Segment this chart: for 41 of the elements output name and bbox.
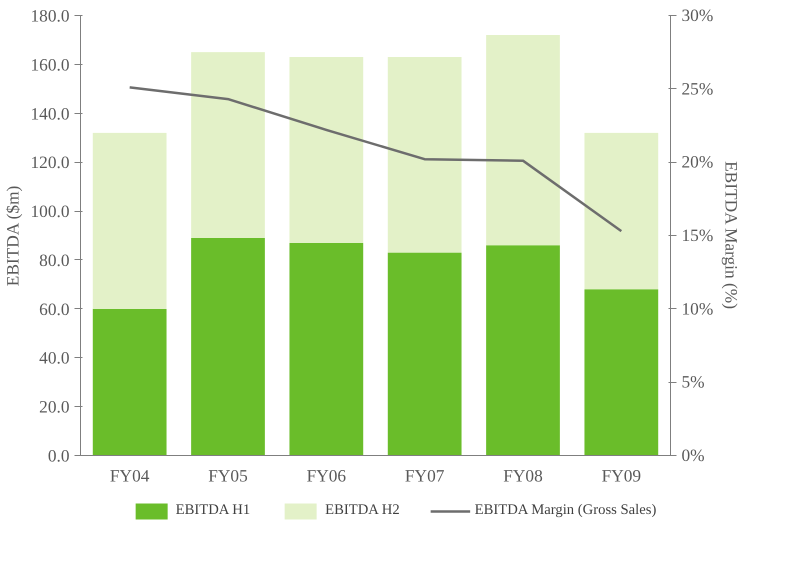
y2-tick-label: 5% — [682, 372, 705, 392]
y-tick-label: 100.0 — [30, 202, 70, 222]
y2-tick-label: 0% — [682, 446, 705, 465]
legend-label: EBITDA H1 — [176, 502, 250, 519]
y-tick-label: 20.0 — [39, 398, 70, 417]
y2-axis-title: EBITDA Margin (%) — [721, 161, 740, 310]
bar — [92, 132, 167, 309]
y-tick-label: 60.0 — [39, 300, 70, 319]
bar — [92, 308, 167, 456]
x-tick-label: FY05 — [208, 466, 248, 486]
y2-tick-label: 30% — [682, 6, 714, 25]
y-axis-title: EBITDA ($m) — [4, 185, 23, 286]
bar — [289, 242, 364, 456]
legend-label: EBITDA Margin (Gross Sales) — [474, 502, 656, 519]
y2-tick-label: 20% — [682, 152, 714, 172]
y-tick-label: 40.0 — [39, 348, 70, 368]
bar — [191, 238, 265, 456]
bar — [584, 289, 658, 456]
bar — [486, 35, 560, 246]
y-tick-label: 120.0 — [30, 153, 70, 172]
bar — [191, 52, 265, 238]
y-tick-label: 140.0 — [30, 104, 70, 124]
bar — [289, 57, 364, 243]
bar — [584, 132, 658, 290]
y2-tick-label: 15% — [682, 226, 714, 245]
legend-label: EBITDA H2 — [325, 502, 400, 519]
y2-tick-label: 10% — [682, 299, 714, 318]
bar — [388, 57, 462, 253]
y-tick-label: 0.0 — [48, 446, 70, 466]
x-tick-label: FY09 — [602, 466, 642, 486]
y-tick-label: 160.0 — [30, 55, 70, 74]
y2-tick-label: 25% — [682, 79, 714, 98]
y-tick-label: 80.0 — [39, 250, 70, 270]
x-tick-label: FY06 — [306, 466, 346, 486]
bar — [486, 245, 560, 456]
x-tick-label: FY07 — [404, 466, 445, 486]
x-tick-label: FY08 — [503, 466, 543, 486]
line-series — [128, 86, 623, 232]
x-tick-label: FY04 — [110, 466, 150, 486]
bar — [388, 252, 462, 456]
y-tick-label: 180.0 — [30, 6, 70, 26]
